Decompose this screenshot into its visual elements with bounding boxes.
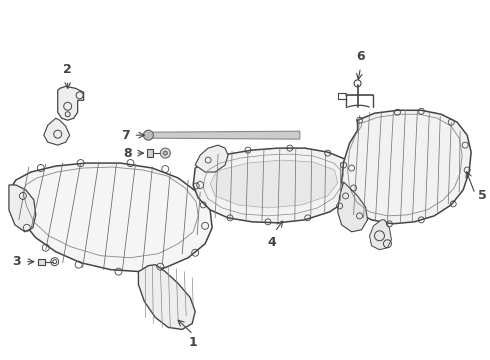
Text: 5: 5: [478, 189, 487, 202]
Circle shape: [144, 130, 153, 140]
Polygon shape: [138, 265, 195, 329]
Polygon shape: [193, 148, 358, 223]
Polygon shape: [148, 131, 300, 139]
Polygon shape: [210, 160, 338, 208]
Polygon shape: [338, 182, 368, 232]
Circle shape: [160, 148, 171, 158]
Polygon shape: [205, 168, 235, 190]
Polygon shape: [58, 86, 84, 120]
Polygon shape: [195, 145, 228, 172]
Circle shape: [163, 151, 167, 155]
Text: 2: 2: [63, 63, 72, 76]
Polygon shape: [9, 185, 36, 232]
Polygon shape: [44, 118, 70, 145]
Polygon shape: [38, 259, 45, 265]
Text: 4: 4: [268, 236, 276, 249]
Polygon shape: [11, 163, 212, 272]
Text: 8: 8: [123, 147, 131, 159]
Text: 6: 6: [356, 50, 365, 63]
Text: 7: 7: [121, 129, 129, 142]
Text: 1: 1: [189, 336, 197, 350]
Polygon shape: [342, 110, 471, 224]
Text: 3: 3: [12, 255, 21, 268]
Polygon shape: [369, 220, 392, 250]
Polygon shape: [147, 149, 153, 157]
